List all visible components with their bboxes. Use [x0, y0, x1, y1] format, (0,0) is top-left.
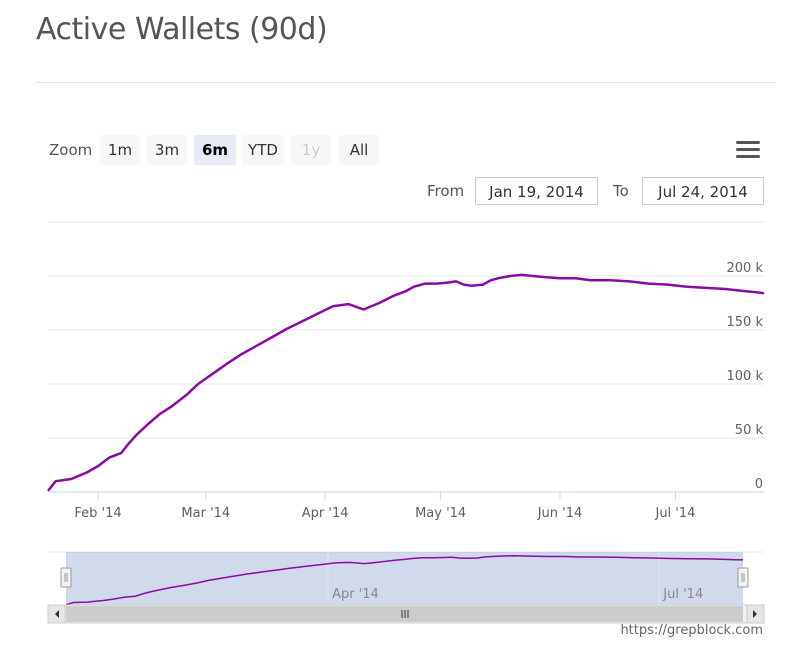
- x-tick-label: Apr '14: [302, 506, 349, 521]
- zoom-3m-button[interactable]: 3m: [147, 135, 187, 165]
- x-tick-label: Jul '14: [654, 506, 695, 521]
- y-tick-label: 0: [755, 477, 763, 492]
- zoom-1m-button[interactable]: 1m: [100, 135, 140, 165]
- y-tick-label: 150 k: [727, 315, 764, 330]
- y-axis-labels: 0 50 k 100 k 150 k 200 k: [727, 261, 764, 492]
- scrollbar[interactable]: [47, 604, 765, 624]
- zoom-6m-button[interactable]: 6m: [194, 135, 236, 165]
- page-title: Active Wallets (90d): [36, 12, 328, 47]
- navigator-selection[interactable]: [66, 552, 743, 605]
- chevron-right-icon: [753, 610, 757, 618]
- chart-credit-link[interactable]: https://grepblock.com: [620, 623, 763, 638]
- x-tick-label: Feb '14: [74, 506, 121, 521]
- zoom-1y-button[interactable]: 1y: [291, 135, 331, 165]
- x-tick-label: Mar '14: [181, 506, 230, 521]
- navigator-right-handle[interactable]: [737, 567, 749, 588]
- x-tick-label: May '14: [415, 506, 466, 521]
- grid-lines: [48, 221, 764, 439]
- x-axis-labels: Feb '14 Mar '14 Apr '14 May '14 Jun '14 Jul '…: [74, 492, 695, 521]
- chevron-left-icon: [55, 610, 59, 618]
- navigator: Apr '14 Jul '14: [48, 551, 764, 606]
- y-tick-label: 50 k: [735, 423, 764, 438]
- to-label: To: [613, 182, 629, 200]
- from-date-input[interactable]: Jan 19, 2014: [475, 177, 598, 205]
- hamburger-menu-icon[interactable]: [736, 141, 760, 160]
- y-tick-label: 200 k: [727, 261, 764, 276]
- navigator-x-labels: Apr '14 Jul '14: [332, 587, 703, 602]
- navigator-left-handle[interactable]: [60, 567, 72, 588]
- navigator-x-tick-label: Apr '14: [332, 587, 379, 602]
- zoom-label: Zoom: [49, 141, 93, 159]
- x-tick-label: Jun '14: [537, 506, 583, 521]
- y-tick-label: 100 k: [727, 369, 764, 384]
- to-date-input[interactable]: Jul 24, 2014: [642, 177, 764, 205]
- from-label: From: [427, 182, 465, 200]
- zoom-all-button[interactable]: All: [339, 135, 379, 165]
- navigator-x-tick-label: Jul '14: [662, 587, 703, 602]
- series-line: [47, 273, 765, 492]
- title-divider: [36, 82, 776, 83]
- zoom-ytd-button[interactable]: YTD: [242, 135, 284, 165]
- navigator-series-line: [65, 555, 744, 606]
